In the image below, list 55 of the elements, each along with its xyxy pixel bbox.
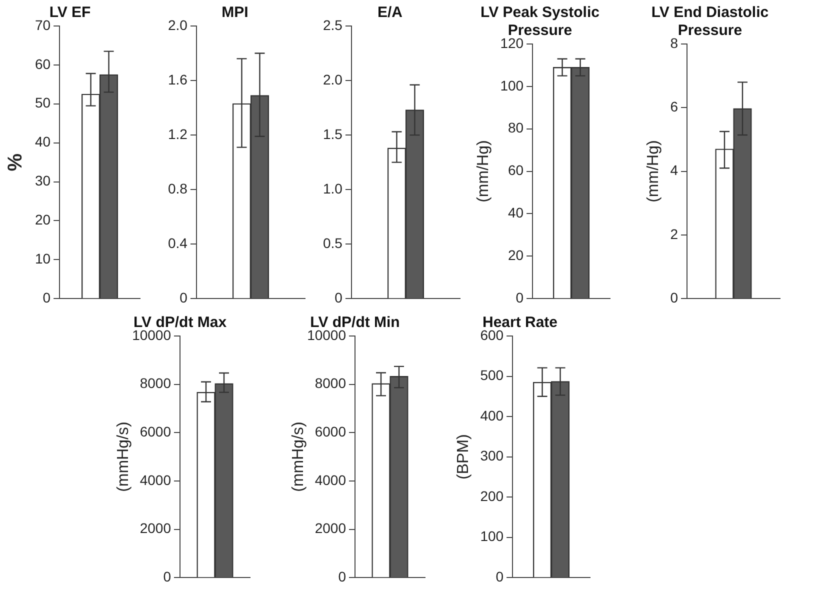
y-tick-label: 4000 xyxy=(140,472,172,488)
y-tick-label: 1.5 xyxy=(322,126,343,142)
y-tick-label: 0 xyxy=(496,568,504,584)
y-tick-label: 0 xyxy=(670,289,678,306)
y-tick-label: 400 xyxy=(480,407,504,424)
y-tick-label: 200 xyxy=(480,488,504,504)
y-tick-label: 0 xyxy=(334,289,343,306)
y-tick-label: 80 xyxy=(508,120,524,136)
y-tick-label: 20 xyxy=(34,212,51,228)
y-tick-label: 0.5 xyxy=(322,234,343,251)
y-axis-title: (mm/Hg) xyxy=(475,140,492,202)
y-tick-label: 300 xyxy=(480,448,504,464)
y-tick-label: 50 xyxy=(34,94,51,111)
y-tick-label: 1.6 xyxy=(168,71,188,88)
y-tick-label: 0 xyxy=(163,568,172,584)
y-tick-label: 60 xyxy=(508,162,524,178)
y-tick-label: 0.4 xyxy=(168,234,188,251)
y-tick-label: 500 xyxy=(480,367,504,384)
y-tick-label: 20 xyxy=(508,247,524,264)
y-tick-label: 2000 xyxy=(140,520,172,536)
y-tick-label: 6 xyxy=(670,98,678,115)
y-tick-label: 6000 xyxy=(314,424,346,440)
y-tick-label: 10 xyxy=(34,250,51,267)
chart-title: MPI xyxy=(222,4,248,22)
y-tick-label: 40 xyxy=(508,204,524,221)
y-tick-label: 6000 xyxy=(140,424,172,440)
chart-title: LV EF xyxy=(49,4,91,22)
y-axis-title: % xyxy=(4,153,27,172)
y-tick-label: 2.0 xyxy=(322,71,343,88)
y-tick-label: 4000 xyxy=(314,472,346,488)
y-axis-title: (mmHg/s) xyxy=(115,422,132,492)
y-tick-label: 8000 xyxy=(140,375,172,392)
y-tick-label: 60 xyxy=(34,56,51,72)
y-tick-label: 0.8 xyxy=(168,180,188,196)
y-tick-label: 70 xyxy=(34,16,51,33)
y-tick-label: 2.5 xyxy=(322,16,343,33)
y-tick-label: 0 xyxy=(180,289,188,306)
y-tick-label: 1.0 xyxy=(322,180,343,196)
y-tick-label: 2.0 xyxy=(168,16,188,33)
y-axis-title: (mmHg/s) xyxy=(290,422,308,492)
y-tick-label: 2000 xyxy=(314,520,346,536)
y-tick-label: 2 xyxy=(670,226,678,242)
y-axis-title: (BPM) xyxy=(455,434,472,480)
y-tick-label: 0 xyxy=(338,568,346,584)
y-tick-label: 4 xyxy=(670,162,678,178)
y-tick-label: 30 xyxy=(34,172,51,189)
y-tick-label: 100 xyxy=(500,77,524,94)
y-tick-label: 100 xyxy=(480,528,504,544)
y-tick-label: 1.2 xyxy=(168,126,188,142)
y-tick-label: 0 xyxy=(42,289,51,306)
y-tick-label: 0 xyxy=(516,289,524,306)
y-axis-title: (mm/Hg) xyxy=(645,140,662,202)
y-tick-label: 40 xyxy=(34,134,51,150)
y-tick-label: 8000 xyxy=(314,375,346,392)
chart-title: E/A xyxy=(377,4,403,22)
